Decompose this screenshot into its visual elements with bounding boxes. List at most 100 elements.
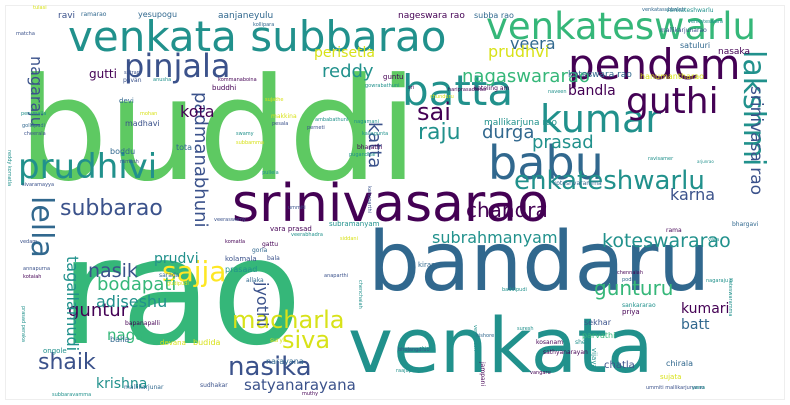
word: boddu <box>110 147 136 156</box>
word: bhargavi <box>732 221 759 228</box>
word: yarra <box>692 385 706 391</box>
word: ongole <box>43 347 67 355</box>
word: tota <box>176 143 193 152</box>
word: hanumantharao <box>640 72 705 81</box>
word: gattu <box>262 241 278 248</box>
word: satyanarayana <box>244 376 356 394</box>
word: kolamala <box>225 255 257 263</box>
word: perneti <box>307 125 325 131</box>
word: batta <box>402 66 514 115</box>
word: siddani <box>340 236 358 242</box>
word: chenchaiah <box>357 280 363 309</box>
word: baddipudi <box>502 287 527 293</box>
word: veera <box>510 34 556 53</box>
word: rao <box>60 206 303 378</box>
word: sudhakar <box>200 382 228 389</box>
word: subramanyam <box>329 220 380 228</box>
word: makkina <box>271 113 297 120</box>
word: tulasi <box>33 5 47 11</box>
word: kanuparthi <box>366 186 372 214</box>
word: sujata <box>660 373 682 381</box>
word: batt <box>681 317 710 333</box>
word: chirala <box>666 359 694 368</box>
word: sankararao <box>622 302 656 309</box>
word: sujathe <box>265 97 284 103</box>
word: anaparthi <box>324 273 349 279</box>
word: koteswaramma <box>727 278 733 317</box>
word: budida <box>193 338 221 347</box>
word: ravisamer <box>648 156 674 162</box>
word: chennaiah <box>617 270 644 276</box>
word: gudipudi <box>167 281 189 287</box>
word: pesala <box>272 121 289 127</box>
word: bharathi <box>357 144 383 151</box>
word: jyothi <box>253 282 272 327</box>
word: parvathi <box>582 331 616 340</box>
word: kishore <box>476 333 495 339</box>
word: reddy <box>322 61 374 82</box>
word: durga <box>482 122 535 143</box>
word: venkatasubbaiah <box>642 7 685 13</box>
word: naveen <box>548 89 567 95</box>
word: muthy <box>302 391 319 397</box>
word: ummiti mallikarjunarao <box>646 385 705 391</box>
word: venkata subbarao <box>68 12 447 61</box>
word: tagallamudi <box>63 256 82 352</box>
word: venkateswara <box>688 19 723 25</box>
word: nagaraju p <box>706 278 733 284</box>
word: chandra <box>466 198 548 222</box>
word: devi <box>119 97 134 105</box>
word: matcha <box>16 31 35 37</box>
word: subbamma <box>236 140 264 146</box>
word: vijaya <box>590 348 598 369</box>
word: madhavi <box>125 119 160 128</box>
word: sarada <box>159 272 180 279</box>
word: bandla <box>568 83 616 99</box>
word: gollapudi <box>22 123 45 129</box>
word: koteswararao <box>602 230 731 252</box>
word: naga <box>107 326 145 344</box>
word: srinivasa rao <box>746 86 766 196</box>
word: sajja <box>162 255 227 288</box>
word: surya <box>270 337 287 344</box>
word: prasad peraka <box>20 306 26 342</box>
word: gutti <box>89 67 117 81</box>
word: veerabhadra <box>291 232 323 238</box>
word: reddy komatla <box>6 150 12 187</box>
word: sathyanarayan <box>543 349 588 356</box>
word: buddhi <box>212 84 237 92</box>
word: ummiti <box>288 205 306 211</box>
word: nageswara rao <box>398 11 465 21</box>
word: prasad <box>532 132 594 153</box>
word: siva <box>282 326 331 354</box>
word: gunturu <box>594 276 674 300</box>
word: pullela <box>262 170 279 176</box>
word: allaka <box>246 277 264 284</box>
word: gorla <box>252 247 268 254</box>
word: swamy <box>236 131 254 137</box>
word: krishna <box>96 376 148 392</box>
word: bapanapalli <box>125 320 160 327</box>
word: prudvi <box>154 251 199 267</box>
word: koteswara rao <box>568 70 632 80</box>
word: perisetla <box>314 45 376 61</box>
word: sivaramayya <box>22 182 55 188</box>
word: ravi <box>58 11 76 21</box>
word: kosanam <box>536 339 564 346</box>
word: balla <box>110 335 130 344</box>
word: satran <box>124 70 140 76</box>
word: kallagunta <box>362 131 389 137</box>
word: sekhar <box>584 318 611 327</box>
word: prasaad <box>225 265 258 274</box>
word: nasaka <box>718 47 750 57</box>
word: venkata <box>348 301 654 390</box>
word: cheerala <box>24 131 46 137</box>
word: arjunrao <box>697 159 714 164</box>
word: kollipara <box>253 22 275 28</box>
word: pendem <box>568 40 741 89</box>
word: bala <box>267 255 280 262</box>
word: nagamani <box>354 119 379 125</box>
word: bandaru <box>368 215 711 310</box>
word: nasik <box>88 260 138 282</box>
